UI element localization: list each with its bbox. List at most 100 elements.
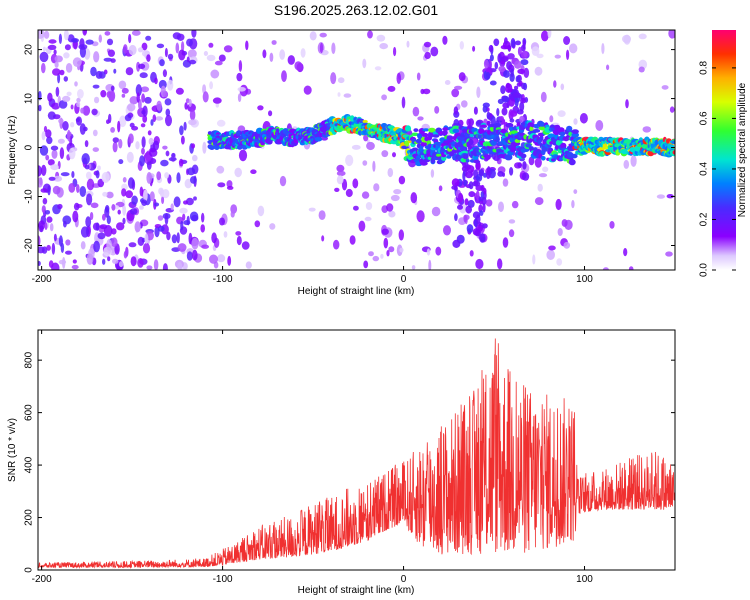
y-tick-label: -10	[24, 189, 35, 204]
spectrogram-ridge-blob	[539, 135, 544, 141]
spectrogram-noise-blob	[178, 49, 186, 61]
spectrogram-noise-blob	[209, 254, 218, 264]
spectrogram-noise-blob	[219, 217, 225, 226]
spectrogram-spread-blob	[485, 71, 491, 80]
spectrogram-noise-blob	[358, 220, 366, 232]
spectrogram-noise-blob	[97, 232, 106, 240]
x-tick-label: 100	[576, 274, 593, 285]
spectrogram-noise-blob	[319, 42, 324, 54]
spectrogram-noise-blob	[410, 192, 418, 204]
spectrogram-noise-blob	[164, 98, 172, 106]
spectrogram-noise-blob	[257, 105, 264, 111]
spectrogram-noise-blob	[108, 89, 116, 102]
spectrogram-noise-blob	[134, 221, 141, 233]
spectrogram-noise-blob	[141, 136, 146, 149]
spectrogram-spread-blob	[516, 109, 524, 115]
spectrogram-noise-blob	[65, 239, 71, 246]
spectrogram-noise-blob	[98, 34, 103, 43]
spectrogram-ridge-blob	[538, 126, 547, 131]
spectrogram-noise-blob	[65, 250, 72, 255]
spectrogram-noise-blob	[167, 53, 174, 60]
spectrogram-ridge-blob	[672, 150, 675, 155]
spectrogram-noise-blob	[63, 52, 70, 59]
spectrogram-noise-blob	[45, 154, 50, 161]
spectrogram-noise-blob	[343, 93, 352, 98]
spectrogram-noise-blob	[352, 178, 359, 189]
spectrogram-noise-blob	[417, 116, 424, 121]
spectrogram-spread-blob	[479, 210, 484, 216]
spectrogram-spread-blob	[508, 97, 515, 107]
spectrogram-noise-blob	[95, 222, 100, 231]
spectrogram-spread-blob	[453, 106, 459, 115]
spectrogram-spread-blob	[473, 106, 478, 115]
spectrogram-noise-blob	[118, 138, 123, 149]
spectrogram-noise-blob	[560, 83, 565, 91]
spectrogram-ridge-blob	[476, 152, 482, 156]
spectrogram-noise-blob	[165, 150, 170, 157]
spectrogram-spread-blob	[499, 116, 504, 121]
spectrogram-ridge-blob	[462, 154, 469, 160]
spectrogram-noise-blob	[386, 203, 394, 212]
spectrogram-noise-blob	[361, 191, 370, 199]
spectrogram-noise-blob	[117, 209, 121, 215]
spectrogram-noise-blob	[192, 154, 198, 162]
spectrogram-noise-blob	[573, 189, 578, 195]
spectrogram-noise-blob	[121, 93, 126, 98]
spectrogram-spread-blob	[468, 191, 476, 198]
spectrogram-ridge-blob	[559, 131, 566, 137]
spectrogram-noise-blob	[162, 189, 170, 199]
spectrogram-noise-blob	[336, 175, 344, 185]
spectrogram-ridge-blob	[418, 147, 424, 153]
spectrogram-noise-blob	[127, 177, 135, 189]
spectrogram-spread-blob	[465, 205, 473, 214]
spectrogram-noise-blob	[396, 72, 402, 85]
spectrogram-noise-blob	[141, 93, 146, 103]
spectrogram-noise-blob	[41, 205, 46, 214]
spectrogram-noise-blob	[330, 72, 337, 85]
spectrogram-noise-blob	[152, 114, 157, 122]
spectrogram-noise-blob	[373, 183, 380, 192]
spectrogram-noise-blob	[303, 85, 312, 95]
spectrogram-noise-blob	[208, 42, 214, 48]
spectrogram-spread-blob	[472, 228, 480, 236]
spectrogram-noise-blob	[130, 256, 137, 267]
spectrogram-noise-blob	[136, 92, 140, 103]
spectrogram-noise-blob	[538, 173, 548, 178]
spectrogram-noise-blob	[430, 46, 439, 57]
spectrogram-spread-blob	[510, 68, 514, 77]
spectrogram-spread-blob	[512, 92, 521, 99]
spectrogram-ridge-blob	[459, 145, 468, 152]
spectrogram-spread-blob	[517, 68, 526, 75]
spectrogram-noise-blob	[110, 126, 115, 133]
spectrogram-noise-blob	[202, 91, 209, 103]
spectrogram-noise-blob	[162, 91, 168, 98]
spectrogram-noise-blob	[100, 90, 107, 98]
spectrogram-noise-blob	[106, 215, 111, 225]
spectrogram-spread-blob	[488, 44, 494, 53]
spectrogram-noise-blob	[139, 205, 144, 210]
spectrogram-noise-blob	[64, 44, 71, 51]
spectrogram-ridge-blob	[560, 142, 567, 149]
spectrogram-noise-blob	[177, 243, 187, 252]
spectrogram-noise-blob	[86, 178, 95, 191]
spectrogram-noise-blob	[508, 219, 516, 224]
spectrogram-noise-blob	[268, 110, 273, 117]
spectrogram-noise-blob	[59, 147, 65, 160]
spectrogram-noise-blob	[124, 114, 132, 122]
spectrogram-noise-blob	[42, 46, 47, 52]
spectrogram-noise-blob	[181, 41, 185, 52]
spectrogram-noise-blob	[279, 175, 287, 187]
spectrogram-noise-blob	[142, 242, 151, 254]
spectrogram-spread-blob	[489, 54, 494, 62]
spectrogram-noise-blob	[128, 242, 137, 248]
spectrogram-noise-blob	[47, 44, 57, 51]
spectrogram-noise-blob	[76, 97, 81, 103]
spectrogram-noise-blob	[398, 175, 406, 185]
x-tick-label: -200	[32, 274, 52, 285]
spectrogram-noise-blob	[189, 109, 196, 121]
y-tick-label: 200	[24, 509, 35, 526]
spectrogram-noise-blob	[381, 150, 389, 158]
spectrogram-noise-blob	[183, 200, 188, 205]
spectrogram-noise-blob	[93, 240, 100, 253]
spectrogram-spread-blob	[496, 108, 500, 117]
